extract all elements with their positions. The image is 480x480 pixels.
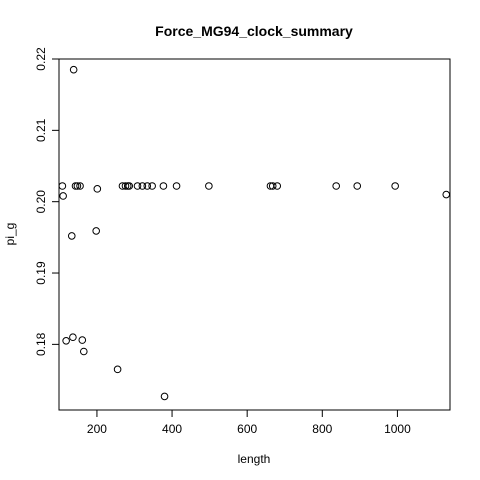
data-point	[73, 182, 82, 190]
data-point	[93, 185, 102, 193]
data-point	[159, 182, 168, 190]
y-tick-label: 0.20	[34, 190, 48, 214]
data-point	[273, 182, 282, 190]
data-point	[113, 365, 122, 374]
data-point	[133, 182, 142, 190]
y-tick-label: 0.22	[34, 47, 48, 71]
chart-title: Force_MG94_clock_summary	[155, 23, 353, 39]
data-point	[92, 227, 100, 235]
data-point	[172, 182, 181, 190]
y-axis-label: pi_g	[3, 223, 17, 246]
data-point	[332, 182, 340, 190]
x-tick-label: 200	[87, 422, 107, 436]
data-point	[62, 336, 70, 345]
data-point	[78, 336, 87, 344]
data-point	[143, 182, 152, 190]
data-point	[391, 182, 399, 190]
data-point	[138, 182, 147, 190]
plot-frame	[58, 58, 451, 411]
y-axis: 0.18 0.19 0.20 0.21 0.22	[34, 47, 60, 356]
data-points	[58, 65, 451, 401]
data-point	[58, 182, 67, 190]
data-point	[76, 182, 84, 190]
data-point	[67, 232, 76, 240]
data-point	[353, 182, 362, 190]
x-tick-label: 600	[237, 422, 257, 436]
x-tick-label: 1000	[384, 422, 411, 436]
y-tick-label: 0.19	[34, 261, 48, 285]
data-point	[59, 192, 67, 200]
x-tick-label: 400	[162, 422, 182, 436]
y-tick-label: 0.21	[34, 118, 48, 142]
x-axis-label: length	[238, 452, 271, 466]
data-point	[148, 182, 156, 190]
data-point	[125, 182, 134, 190]
data-point	[268, 182, 277, 190]
data-point	[121, 182, 130, 190]
data-point	[69, 65, 78, 74]
data-point	[442, 190, 451, 199]
x-axis: 200 400 600 800 1000	[87, 409, 411, 436]
data-point	[69, 333, 77, 342]
data-point	[205, 182, 213, 190]
y-tick-label: 0.18	[34, 332, 48, 356]
data-point	[160, 392, 169, 401]
data-point	[79, 347, 88, 356]
x-tick-label: 800	[312, 422, 332, 436]
